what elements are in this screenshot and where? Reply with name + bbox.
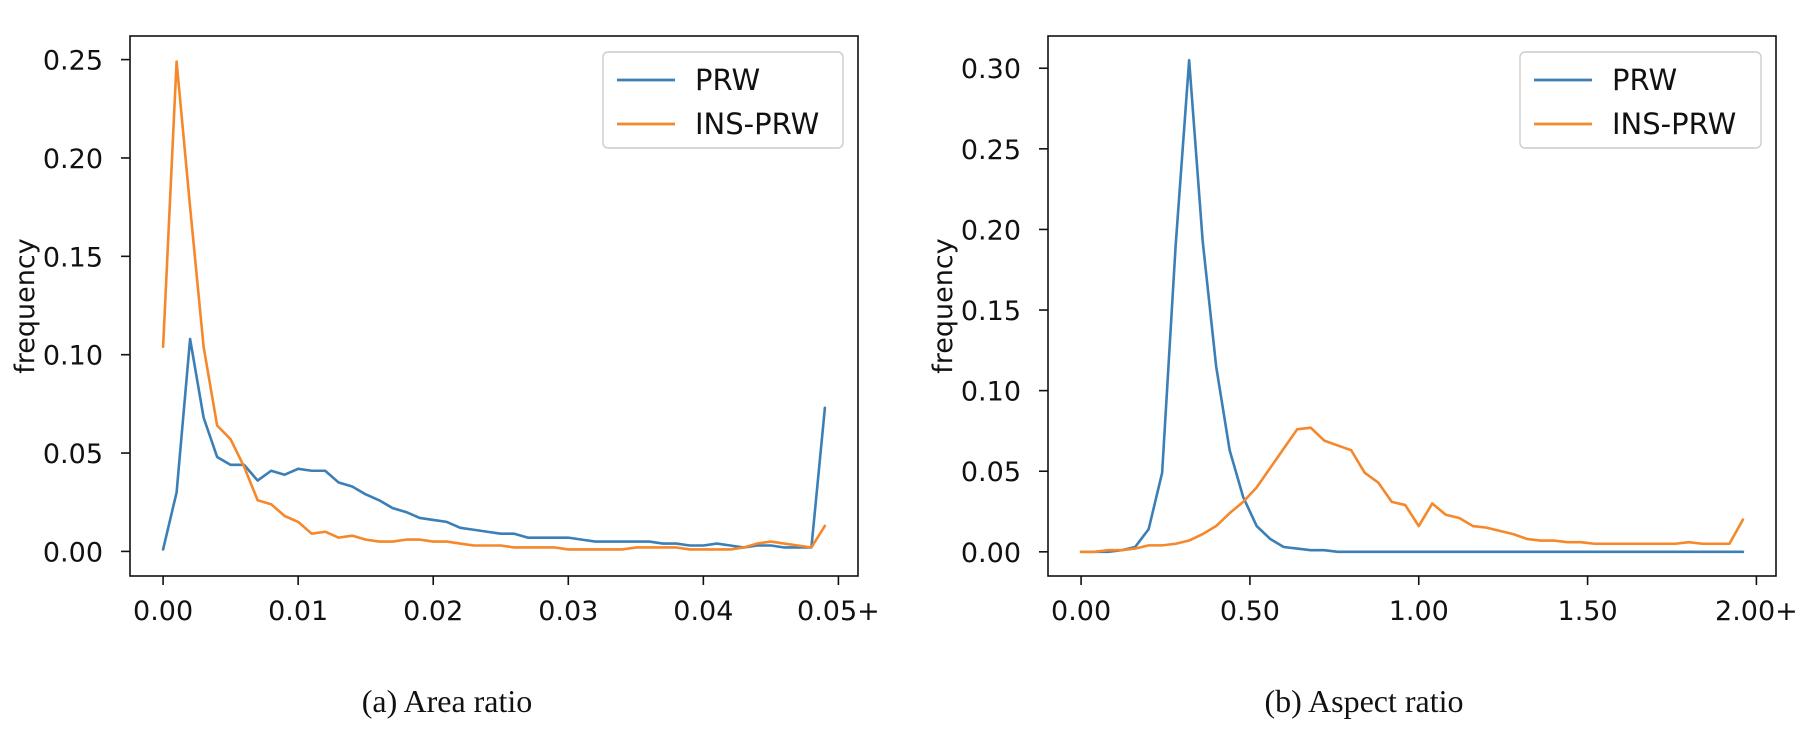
- legend-label-prw: PRW: [1612, 63, 1677, 97]
- y-tick-label: 0.20: [961, 215, 1021, 246]
- x-tick-label: 0.00: [1051, 596, 1111, 627]
- x-tick-label: 1.50: [1558, 596, 1618, 627]
- x-tick-label: 0.01: [268, 596, 328, 627]
- series-line-prw: [161, 337, 827, 551]
- chart-panel-aspect-ratio: 0.00 0.50 1.00 1.50 2.00+ 0.00 0.05 0.10 0.15 0.2…: [928, 35, 1798, 719]
- y-tick-label: 0.00: [961, 538, 1021, 569]
- y-tick-label: 0.15: [961, 296, 1021, 327]
- x-tick-label: 0.03: [538, 596, 598, 627]
- y-tick-label: 0.25: [961, 135, 1021, 166]
- chart-panel-area-ratio: 0.00 0.01 0.02 0.03 0.04 0.05+ 0.00 0.05 0.10 0.1…: [10, 35, 880, 719]
- y-tick-label: 0.10: [961, 377, 1021, 408]
- series-line-ins-prw: [1079, 426, 1745, 554]
- x-tick-label: 0.04: [673, 596, 733, 627]
- x-tick-label: 0.50: [1220, 596, 1280, 627]
- plot-frame: [129, 35, 859, 577]
- y-tick-label: 0.25: [43, 46, 103, 77]
- x-tick-label: 0.00: [133, 596, 193, 627]
- series-line-prw: [1079, 58, 1745, 554]
- x-tick-label: 0.02: [403, 596, 463, 627]
- y-axis-title: frequency: [10, 238, 41, 373]
- legend-label-prw: PRW: [695, 63, 760, 97]
- x-tick-label: 0.05+: [797, 596, 880, 627]
- y-tick-label: 0.05: [961, 457, 1021, 488]
- y-tick-label: 0.10: [43, 341, 103, 372]
- legend-label-ins-prw: INS-PRW: [695, 107, 819, 141]
- y-tick-label: 0.30: [961, 54, 1021, 85]
- y-tick-label: 0.00: [43, 537, 103, 568]
- y-tick-label: 0.15: [43, 242, 103, 273]
- figure-caption: (b) Aspect ratio: [1264, 683, 1463, 719]
- plot-frame: [1047, 35, 1777, 577]
- x-tick-label: 2.00+: [1715, 596, 1798, 627]
- y-tick-label: 0.20: [43, 144, 103, 175]
- series-line-ins-prw: [161, 60, 827, 551]
- figure-caption: (a) Area ratio: [362, 683, 533, 719]
- x-tick-label: 1.00: [1389, 596, 1449, 627]
- legend-label-ins-prw: INS-PRW: [1612, 107, 1736, 141]
- y-axis-title: frequency: [928, 238, 959, 373]
- y-tick-label: 0.05: [43, 439, 103, 470]
